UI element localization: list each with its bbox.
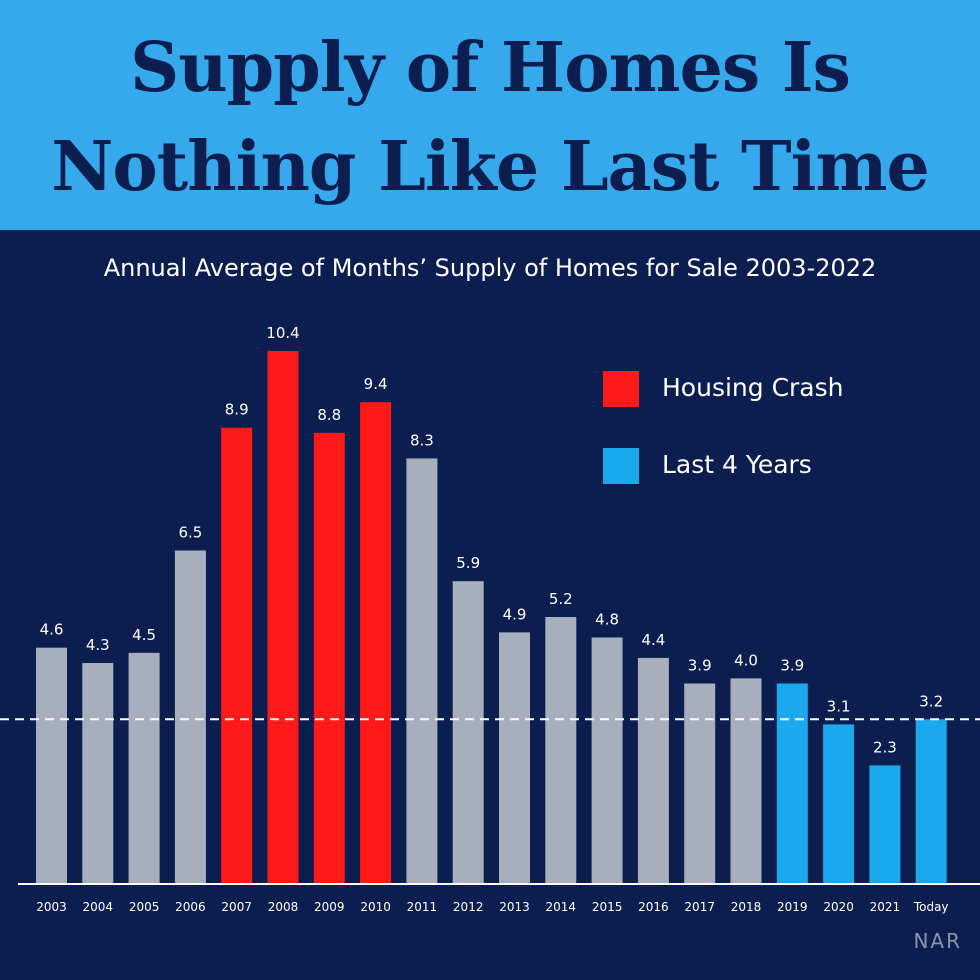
bar-2007 (221, 427, 253, 883)
data-label-2015: 4.8 (595, 610, 619, 628)
bar-2010 (360, 402, 392, 883)
legend-swatch-last-4-years (603, 448, 639, 484)
bar-2016 (637, 657, 669, 883)
x-tick-label-2007: 2007 (221, 900, 252, 914)
data-label-2006: 6.5 (178, 524, 202, 542)
x-tick-label-2010: 2010 (360, 900, 391, 914)
bar-2019 (776, 683, 808, 883)
title-band: Supply of Homes Is Nothing Like Last Tim… (0, 0, 980, 230)
data-label-2021: 2.3 (873, 738, 897, 756)
x-tick-label-2018: 2018 (731, 900, 762, 914)
bar-2005 (128, 652, 160, 883)
x-tick-label-2020: 2020 (823, 900, 854, 914)
bar-2021 (869, 765, 901, 883)
data-label-2016: 4.4 (641, 631, 665, 649)
bar-2011 (406, 458, 438, 883)
chart-subtitle: Annual Average of Months’ Supply of Home… (103, 254, 877, 282)
data-label-2004: 4.3 (86, 636, 110, 654)
x-tick-label-2012: 2012 (453, 900, 484, 914)
legend-label-last-4-years: Last 4 Years (662, 450, 812, 479)
page-title-line-2: Nothing Like Last Time (51, 127, 929, 207)
data-label-2008: 10.4 (266, 324, 299, 342)
bar-2003 (36, 647, 67, 883)
x-tick-label-2015: 2015 (592, 900, 623, 914)
data-label-2005: 4.5 (132, 626, 156, 644)
bar-2013 (499, 632, 530, 883)
data-label-2019: 3.9 (780, 657, 804, 675)
data-label-2010: 9.4 (364, 375, 388, 393)
page-title-line-1: Supply of Homes Is (130, 28, 851, 108)
bar-2009 (313, 432, 345, 883)
bar-2020 (823, 724, 855, 883)
data-label-today: 3.2 (919, 692, 943, 710)
x-tick-label-today: Today (913, 900, 949, 914)
data-label-2014: 5.2 (549, 590, 573, 608)
data-label-2013: 4.9 (503, 605, 527, 623)
bar-2004 (82, 663, 114, 883)
bar-2014 (545, 617, 577, 883)
data-label-2017: 3.9 (688, 657, 712, 675)
data-label-2003: 4.6 (40, 621, 64, 639)
bar-2008 (267, 351, 299, 883)
x-tick-label-2011: 2011 (407, 900, 438, 914)
x-tick-label-2008: 2008 (268, 900, 299, 914)
x-tick-label-2009: 2009 (314, 900, 345, 914)
legend-label-housing-crash: Housing Crash (662, 373, 844, 402)
x-tick-label-2019: 2019 (777, 900, 808, 914)
data-label-2009: 8.8 (317, 406, 341, 424)
bar-today (915, 719, 947, 883)
x-tick-label-2006: 2006 (175, 900, 206, 914)
x-tick-label-2013: 2013 (499, 900, 530, 914)
data-label-2018: 4.0 (734, 651, 758, 669)
x-tick-label-2017: 2017 (684, 900, 715, 914)
x-tick-label-2003: 2003 (36, 900, 67, 914)
x-tick-label-2004: 2004 (83, 900, 114, 914)
x-tick-label-2016: 2016 (638, 900, 669, 914)
source-label: NAR (913, 929, 962, 953)
data-label-2012: 5.9 (456, 554, 480, 572)
bar-2015 (591, 637, 623, 883)
bar-2006 (174, 550, 206, 883)
x-tick-label-2021: 2021 (870, 900, 901, 914)
data-label-2007: 8.9 (225, 401, 249, 419)
data-label-2011: 8.3 (410, 431, 434, 449)
x-tick-label-2014: 2014 (546, 900, 577, 914)
bar-2017 (684, 683, 716, 883)
bar-2012 (452, 581, 484, 883)
x-tick-label-2005: 2005 (129, 900, 160, 914)
bar-2018 (730, 678, 762, 883)
data-label-2020: 3.1 (827, 697, 851, 715)
legend-swatch-housing-crash (603, 371, 639, 407)
